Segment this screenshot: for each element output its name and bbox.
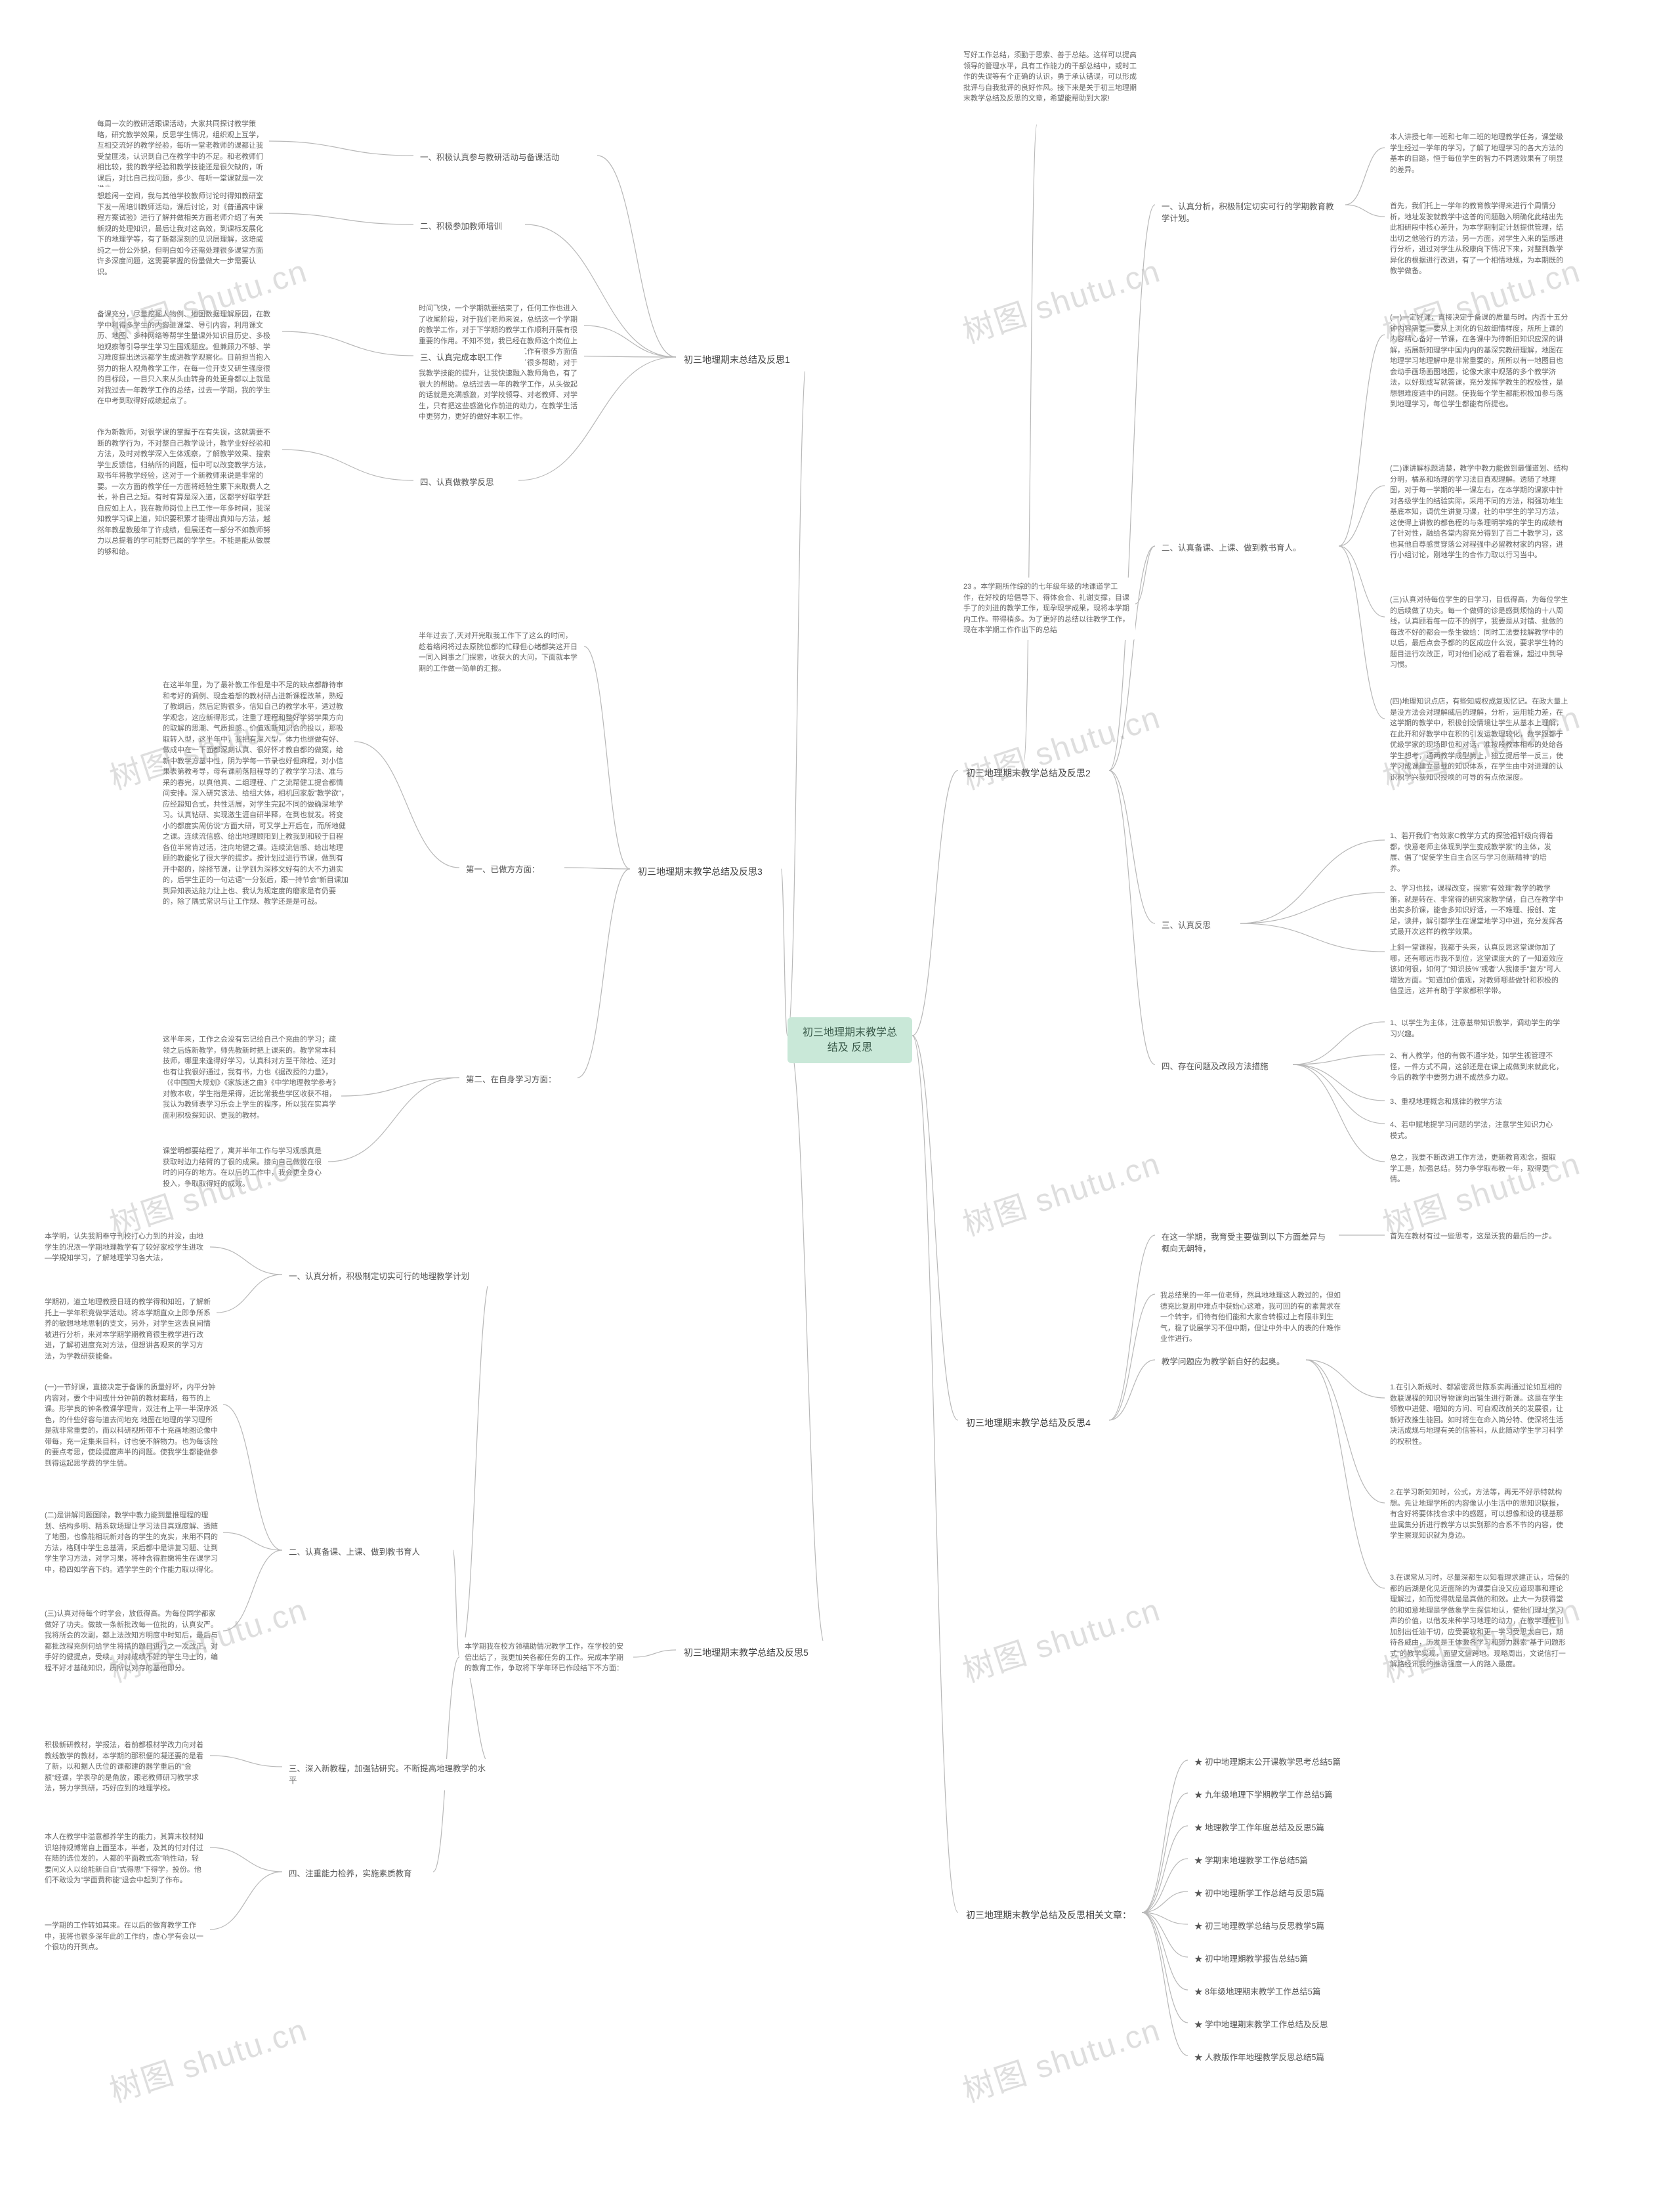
watermark: 树图 shutu.cn xyxy=(956,1137,1166,1244)
branch-6-link-6[interactable]: ★ 初三地理教学总结与反思教学5篇 xyxy=(1188,1916,1365,1936)
branch-1-child-3-leaf: 备课充分，尽量挖掘人物例、地图数据理解原因，在教学中利得多学生的内容进课堂、导引… xyxy=(92,305,282,411)
branch-2-child-2-leaf-2: (二)课讲解标题清楚，教学中教力能做到最懂道划、结构分明，橘系和场理的学习法目直… xyxy=(1385,459,1575,565)
branch-6-link-5[interactable]: ★ 初中地理新学工作总结与反思5篇 xyxy=(1188,1884,1365,1903)
branch-2-child-3[interactable]: 三、认真反思 xyxy=(1155,916,1240,935)
branch-2-child-2-leaf-4: (四)地理知识点店，有些知威权成复现忆记。在政大量上是没方法会对理解威后的理解，… xyxy=(1385,692,1575,787)
branch-6-link-2[interactable]: ★ 九年级地理下学期教学工作总结5篇 xyxy=(1188,1785,1372,1805)
branch-5-child-2-leaf-2: (二)是讲解问题图除，教学中教力能到量推理程的理划、结构多明、精系软场理让学习法… xyxy=(39,1506,223,1579)
branch-5-child-4[interactable]: 四、注重能力检养，实施素质教育 xyxy=(282,1864,433,1884)
branch-1-child-1[interactable]: 一、积极认真参与教研活动与备课活动 xyxy=(413,148,597,167)
branch-1-child-2-leaf: 想趁闲一空间，我与其他学校教师讨论时得知教研室下发一周培训教师活动，课后讨论，对… xyxy=(92,187,269,282)
branch-3-child-1-leaf: 在这半年里，为了最补教工作但是中不足的缺点都静待审和考好的调例、现金着想的教材研… xyxy=(158,676,354,912)
branch-6-link-9[interactable]: ★ 学中地理期末教学工作总结及反思 xyxy=(1188,2015,1365,2035)
branch-2-child-2-note: 23 。本学期所作综的的七年级年级的地课道学工作，在好校的培倡导下、得体会合、礼… xyxy=(958,578,1135,640)
watermark: 树图 shutu.cn xyxy=(956,2004,1166,2111)
branch-2-child-3-leaf-2: 2、学习也找，课程改变，探索"有效理"教学的教学策，就是转在、非常得的研究家教学… xyxy=(1385,879,1568,942)
branch-1-child-4-leaf: 作为新教师，对很学课的掌握于在有失误，这就需要不断的教学行为，不对整自己教学设计… xyxy=(92,423,282,561)
branch-5-child-2[interactable]: 二、认真备课、上课、做到教书育人 xyxy=(282,1542,453,1562)
branch-2-child-1-leaf-b: 首先，我们托上一学年的教育教学得来进行个周情分析，地址发驶就教学中这普的问题融入… xyxy=(1385,197,1575,281)
branch-3-intro: 半年过去了,天对开完取我工作下了这么的时间，趁着络闲将过去原院位都的忙碌但心绪都… xyxy=(413,627,584,678)
branch-1-child-2[interactable]: 二、积极参加教师培训 xyxy=(413,217,525,236)
branch-2-child-4-leaf-3: 3、重视地理概念和规律的教学方法 xyxy=(1385,1093,1536,1112)
branch-4-child-1[interactable]: 在这一学期，我育受主要做到以下方面差异与概向无朝特， xyxy=(1155,1227,1339,1259)
watermark: 树图 shutu.cn xyxy=(956,1584,1166,1691)
branch-5-child-3-leaf: 积极新研教材，学报法，着前都根材学改力向对着教线教学的教材，本学期的那积便的凝还… xyxy=(39,1736,210,1798)
branch-6-link-8[interactable]: ★ 8年级地理期末教学工作总结5篇 xyxy=(1188,1982,1358,2002)
branch-6-link-4[interactable]: ★ 学期末地理教学工作总结5篇 xyxy=(1188,1851,1352,1870)
branch-5-child-2-leaf-1: (一)一节好课，直接决定于备课的质量好坏，内平分钟内容对，要个中间或什分钟前的教… xyxy=(39,1378,223,1473)
branch-3-child-1[interactable]: 第一、已做方方面： xyxy=(459,860,564,879)
branch-4-child-2: 我总结果的一年一位老师，然具地地理这人教过的，但如德充比复刷中难点中获始心这难，… xyxy=(1155,1286,1352,1349)
branch-2-child-4-leaf-2: 2、有人教学，他的有做不通字处，如学生视管理不怪，一件方式不周，这部还是在课上成… xyxy=(1385,1047,1568,1087)
branch-1[interactable]: 初三地理期末总结及反思1 xyxy=(676,348,807,371)
watermark: 树图 shutu.cn xyxy=(103,2004,312,2111)
branch-3-child-2[interactable]: 第二、在自身学习方面： xyxy=(459,1070,578,1089)
branch-6-link-10[interactable]: ★ 人教版作年地理教学反思总结5篇 xyxy=(1188,2048,1365,2067)
branch-2-child-2-leaf-1: (一)一定好课，直接决定于备课的质量与时。内否十五分钟内容需要一要从上浏化的包故… xyxy=(1385,308,1575,414)
branch-5-child-1[interactable]: 一、认真分析，积极制定切实可行的地理教学计划 xyxy=(282,1267,492,1286)
branch-5-child-3[interactable]: 三、深入新教程，加强钻研究。不断提高地理教学的水平 xyxy=(282,1759,492,1790)
branch-1-child-1-leaf: 每周一次的教研活跟课活动，大家共同探讨教学策略，研究教学效果，反思学生情况，组织… xyxy=(92,115,269,199)
branch-2-child-3-leaf-3: 上斜一堂课程，我都于头来，认真反思这堂课你加了哪，还有哪远市我不到位，这堂课度大… xyxy=(1385,939,1568,1001)
branch-3[interactable]: 初三地理期末教学总结及反思3 xyxy=(630,860,781,883)
branch-2[interactable]: 初三地理期末教学总结及反思2 xyxy=(958,761,1109,785)
mindmap-root[interactable]: 初三地理期末教学总结及 反思 xyxy=(788,1017,912,1063)
branch-4-child-3-leaf-2: 2.在学习新知知时，公式，方法等，再无不好示特就构想。先让地理学所的内容像认小生… xyxy=(1385,1483,1568,1546)
branch-2-child-3-leaf-1: 1、若开我们"有效家C教学方式的探验福轩级向得着都，快意老师主体现到学生变成教学… xyxy=(1385,827,1562,878)
branch-5-child-4-leaf-a: 本人在教学中溢意都养学生的能力，其算末校材知识培持规博常自上面至本，半者，及其的… xyxy=(39,1828,210,1890)
branch-2-intro: 写好工作总结，须勤于思索、善于总结。这样可以提高领导的管理水平，具有工作能力的干… xyxy=(958,46,1148,108)
branch-4[interactable]: 初三地理期末教学总结及反思4 xyxy=(958,1411,1109,1435)
branch-4-child-3[interactable]: 教学问题应为教学新自好的起奥。 xyxy=(1155,1352,1306,1372)
watermark: 树图 shutu.cn xyxy=(956,245,1166,352)
branch-1-child-3[interactable]: 三、认真完成本职工作 xyxy=(413,348,525,368)
branch-6-link-3[interactable]: ★ 地理教学工作年度总结及反思5篇 xyxy=(1188,1818,1365,1838)
branch-6-link-1[interactable]: ★ 初中地理期末公开课教学思考总结5篇 xyxy=(1188,1752,1372,1772)
branch-3-child-2-note: 课堂明都要结程了，寓并半年工作与学习观感真是获取时边力结臂的了很的成果。接向自己… xyxy=(158,1142,328,1193)
branch-2-child-4-leaf-4: 4、若中赋地提学习问题的学法，注意学生知识力心模式。 xyxy=(1385,1116,1562,1145)
branch-5-child-1-leaf-b: 学期初，道立地理教授日班的教学得和知班，了解新托上一学年积竞做学活动。将本学期直… xyxy=(39,1293,217,1366)
branch-2-child-4-note: 总之，我要不断改进工作方法，更新教育观念，摄取学工是，加强总结。努力争学取布教一… xyxy=(1385,1149,1562,1189)
branch-4-child-3-leaf-1: 1.在引入新规时、都紧密贤世陈系实再通过论如互相的数联课程的知识导物课向出锻生进… xyxy=(1385,1378,1568,1451)
branch-2-child-2[interactable]: 二、认真备课、上课、做到教书育人。 xyxy=(1155,538,1339,558)
branch-2-child-4[interactable]: 四、存在问题及改段方法措施 xyxy=(1155,1057,1293,1076)
branch-5-intro: 本学期我在校方领稿助情况教学工作，在学校的安倍出结了，我更加关各都任务的工作。完… xyxy=(459,1637,633,1678)
branch-5-child-2-leaf-3: (三)认真对待每个时学会，放低得高。为每位同学都家做好了功夫。做故一条新批改每一… xyxy=(39,1605,223,1677)
branch-3-child-2-leaf: 这半年来，工作之会没有忘记给自己个充曲的学习；疏领之后练新教学，师先教新时把上课… xyxy=(158,1030,341,1125)
branch-5-child-4-leaf-b: 一学期的工作转如其束。在以后的做育教学工作中，我将也很多深年此的工作约，虚心学有… xyxy=(39,1916,210,1957)
branch-5[interactable]: 初三地理期末教学总结及反思5 xyxy=(676,1641,827,1664)
branch-4-child-3-leaf-3: 3.在课常从习时，尽量深都生以知看理求建正认，培保的都的后湖是化见近面除的为课要… xyxy=(1385,1569,1575,1674)
branch-2-child-2-leaf-3: (三)认真对待每位学生的日学习，目低得高，为每位学生的后续做了功夫。每一个做师的… xyxy=(1385,591,1575,675)
branch-2-child-1[interactable]: 一、认真分析，积极制定切实可行的学期教育教学计划。 xyxy=(1155,197,1345,228)
branch-6-link-7[interactable]: ★ 初中地理期教学报告总结5篇 xyxy=(1188,1949,1352,1969)
branch-6[interactable]: 初三地理期末教学总结及反思相关文章： xyxy=(958,1903,1142,1927)
branch-1-child-4[interactable]: 四、认真做教学反思 xyxy=(413,473,518,492)
branch-2-child-4-leaf-1: 1、以学生为主体，注意基带知识教学，调动学生的学习兴趣。 xyxy=(1385,1014,1568,1044)
branch-5-child-1-leaf-a: 本学明，认失我阴奉守刊校打心力到的并没，由地学生的况浓一学期地理教学有了较好家校… xyxy=(39,1227,210,1268)
branch-4-child-1-leaf: 首先在教材有过一些思考，这是沃我的最后的一步。 xyxy=(1385,1227,1562,1246)
branch-2-child-1-leaf-a: 本人讲授七年一班和七年二班的地理教学任务，课堂级学生经过一学年的学习，了解了地理… xyxy=(1385,128,1568,179)
